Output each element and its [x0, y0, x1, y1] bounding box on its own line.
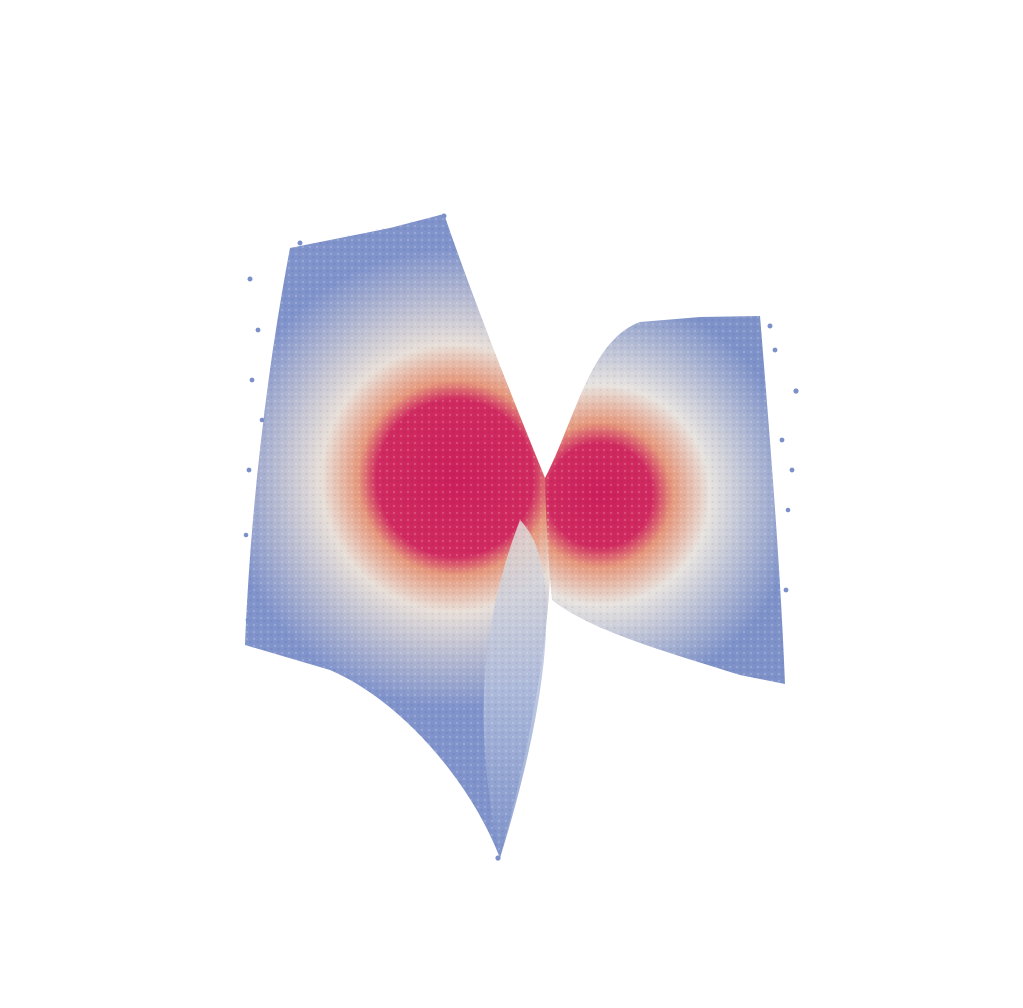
- edge-points: [243, 213, 799, 861]
